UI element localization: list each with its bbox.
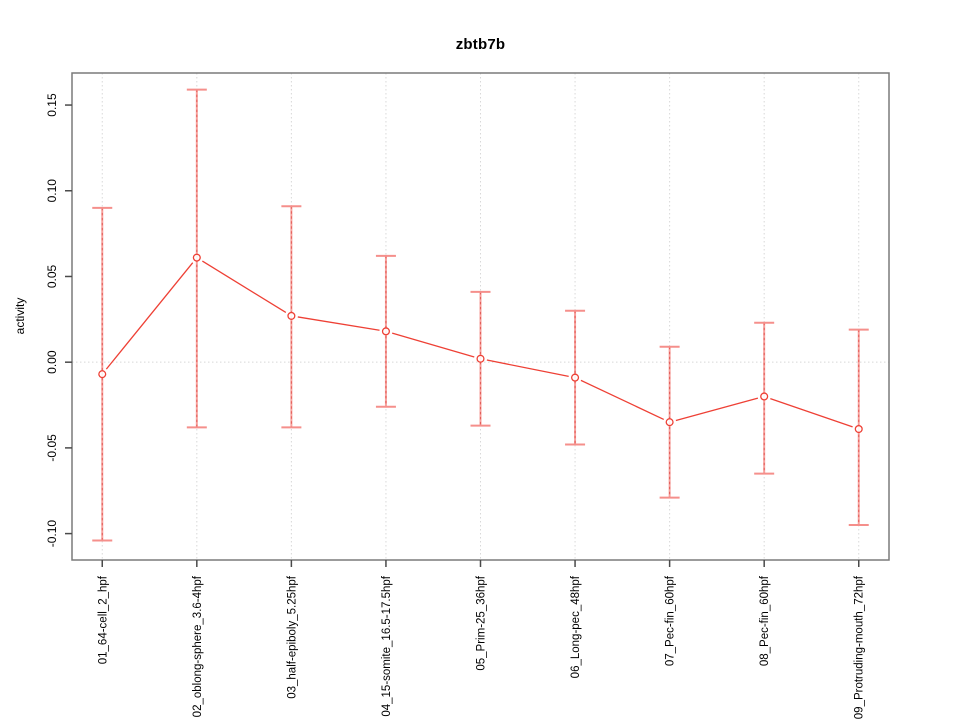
- series-line-segment: [770, 397, 853, 428]
- y-tick-label: 0.00: [45, 350, 59, 374]
- series-line-segment: [202, 260, 287, 314]
- series-line-segment: [392, 332, 475, 358]
- series-line-segment: [297, 316, 380, 331]
- x-category-label: 02_oblong-sphere_3.6-4hpf: [192, 575, 204, 717]
- data-point-marker: [854, 424, 863, 434]
- series-line-segment: [580, 379, 665, 420]
- y-axis-title: activity: [13, 297, 27, 335]
- data-point-marker: [571, 373, 580, 382]
- data-point-marker: [760, 392, 769, 401]
- data-point-marker: [476, 354, 485, 363]
- data-point-marker: [287, 311, 296, 320]
- y-tick-label: -0.10: [45, 520, 59, 548]
- x-category-label: 08_Pec-fin_60hpf: [759, 575, 771, 666]
- x-category-label: 06_Long-pec_48hpf: [570, 575, 582, 678]
- data-point-marker: [381, 327, 390, 336]
- data-point-marker: [192, 253, 201, 262]
- series-line-segment: [486, 359, 569, 377]
- y-tick-label: 0.05: [45, 264, 59, 288]
- x-category-label: 03_half-epiboly_5.25hpf: [286, 575, 298, 699]
- x-category-label: 01_64-cell_2_hpf: [97, 575, 109, 664]
- data-point-marker: [98, 370, 107, 379]
- y-tick-label: -0.05: [45, 434, 59, 462]
- x-category-label: 05_Prim-25_36hpf: [476, 575, 488, 670]
- x-category-label: 04_15-somite_16.5-17.5hpf: [381, 575, 393, 716]
- y-tick-label: 0.10: [45, 179, 59, 203]
- series-line-segment: [105, 262, 194, 370]
- data-point-marker: [665, 418, 674, 427]
- x-category-label: 07_Pec-fin_60hpf: [665, 575, 677, 666]
- y-tick-label: 0.15: [45, 93, 59, 117]
- series-line-segment: [675, 397, 759, 422]
- x-category-label: 09_Protruding-mouth_72hpf: [854, 575, 866, 719]
- chart-title: zbtb7b: [455, 36, 506, 53]
